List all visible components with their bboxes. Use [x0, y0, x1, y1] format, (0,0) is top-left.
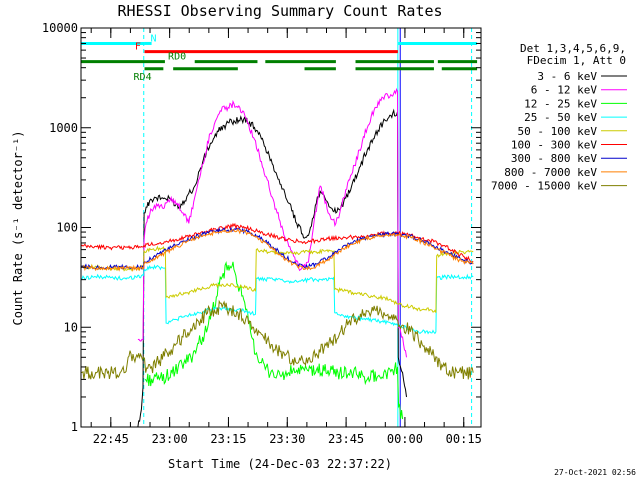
legend-entry-label: 800 - 7000 keV: [504, 166, 597, 179]
x-tick-label: 23:00: [152, 432, 188, 446]
x-tick-label: 00:15: [446, 432, 482, 446]
x-tick-label: 22:45: [93, 432, 129, 446]
legend-entry-label: 25 - 50 keV: [524, 111, 597, 124]
x-tick-label: 23:45: [328, 432, 364, 446]
x-axis-label: Start Time (24-Dec-03 22:37:22): [168, 457, 392, 471]
y-axis-label: Count Rate (s⁻¹ detector⁻¹): [11, 130, 25, 325]
x-tick-label: 23:30: [269, 432, 305, 446]
series-line-3: [144, 261, 404, 420]
flag-label-n: N: [151, 33, 157, 44]
legend-entry-label: 100 - 300 keV: [511, 139, 597, 152]
legend-header-line: FDecim 1, Att 0: [527, 54, 626, 67]
series-line-5: [81, 245, 474, 313]
series-line-8: [81, 227, 474, 272]
legend-entry-label: 7000 - 15000 keV: [491, 180, 597, 193]
y-tick-label: 1000: [49, 121, 78, 135]
y-tick-label: 100: [56, 221, 78, 235]
timestamp: 27-Oct-2021 02:56: [554, 468, 636, 477]
series-line-6: [81, 222, 474, 263]
legend: Det 1,3,4,5,6,9,FDecim 1, Att 0 3 - 6 keV…: [491, 42, 627, 193]
legend-header-line: Det 1,3,4,5,6,9,: [520, 42, 626, 55]
x-tick-label: 23:15: [210, 432, 246, 446]
y-tick-label: 10000: [42, 21, 78, 35]
legend-entry-label: 300 - 800 keV: [511, 152, 597, 165]
flag-label-rd0: RD0: [168, 52, 186, 63]
x-tick-label: 00:00: [387, 432, 423, 446]
flag-label-f: F: [135, 42, 141, 53]
flag-label-rd4: RD4: [134, 72, 152, 83]
series-line-2: [137, 87, 407, 358]
series-line-1: [137, 108, 407, 427]
series-line-9: [81, 299, 474, 380]
legend-entry-label: 3 - 6 keV: [537, 70, 597, 83]
y-tick-label: 10: [64, 320, 78, 334]
y-tick-label: 1: [71, 420, 78, 434]
chart-title: RHESSI Observing Summary Count Rates: [117, 2, 442, 20]
legend-entry-label: 12 - 25 keV: [524, 97, 597, 110]
legend-entry-label: 6 - 12 keV: [531, 84, 598, 97]
legend-entry-label: 50 - 100 keV: [518, 125, 598, 138]
